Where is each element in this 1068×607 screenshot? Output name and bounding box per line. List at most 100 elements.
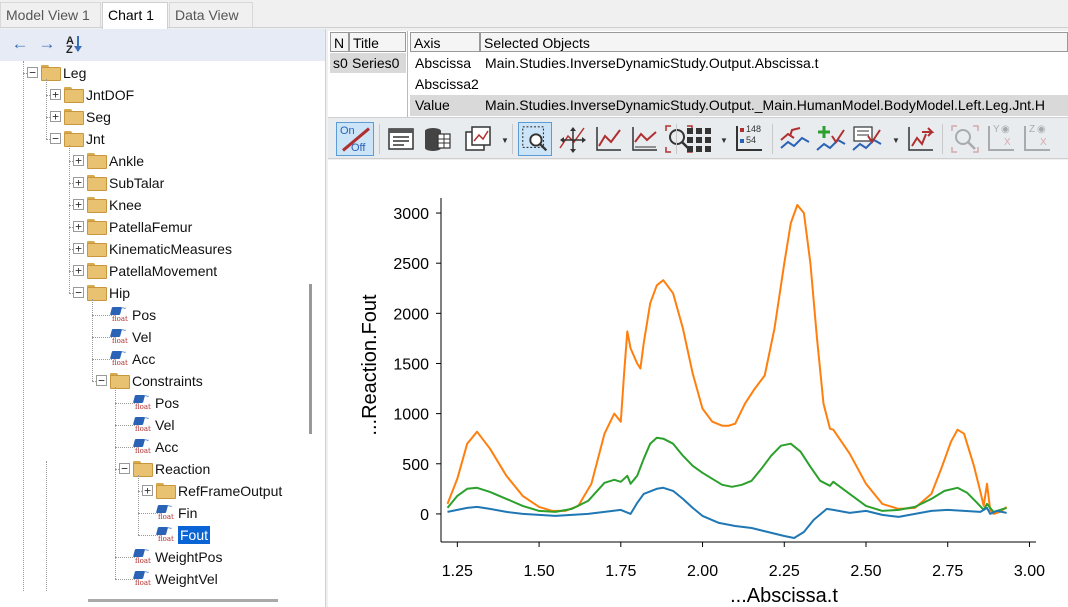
tree-node-label[interactable]: Seg xyxy=(86,109,111,125)
series-header-title[interactable]: Title xyxy=(349,32,406,52)
zoom-box-icon[interactable] xyxy=(518,122,552,156)
tree-node[interactable]: − Leg xyxy=(0,62,310,84)
tree-node[interactable]: ~ float WeightPos xyxy=(0,545,310,568)
series-row-n[interactable]: s0 xyxy=(333,55,348,71)
axis-row-value-object[interactable]: Main.Studies.InverseDynamicStudy.Output.… xyxy=(485,97,1046,113)
tree-node-label[interactable]: Vel xyxy=(132,329,152,345)
axis-row-abscissa[interactable]: Abscissa xyxy=(415,55,472,71)
collapse-icon[interactable]: − xyxy=(73,287,84,298)
tree-node-label[interactable]: Hip xyxy=(109,285,131,301)
tree-node[interactable]: + KinematicMeasures xyxy=(0,238,310,260)
axis-row-abscissa-object[interactable]: Main.Studies.InverseDynamicStudy.Output.… xyxy=(485,55,819,71)
chart-type-icon[interactable] xyxy=(462,122,496,156)
tree-node[interactable]: ~ float Acc xyxy=(0,347,310,370)
tab-model-view-1[interactable]: Model View 1 xyxy=(0,2,101,27)
properties-icon[interactable] xyxy=(384,122,418,156)
tree-node-label[interactable]: Fout xyxy=(178,526,211,544)
arrow-right-icon[interactable]: → xyxy=(38,34,56,53)
series-edit-icon[interactable] xyxy=(778,122,812,156)
tree-node[interactable]: − Hip xyxy=(0,282,310,304)
tree-node-label[interactable]: Ankle xyxy=(109,153,145,169)
series-row-title[interactable]: Series0 xyxy=(352,55,400,71)
axis-header-selected-objects[interactable]: Selected Objects xyxy=(480,32,1068,52)
tree-node-label[interactable]: Acc xyxy=(132,351,156,367)
sort-az-icon[interactable]: A Z xyxy=(64,34,88,56)
tree-node-label[interactable]: Knee xyxy=(109,197,142,213)
series-header-n[interactable]: N xyxy=(330,32,349,52)
tree-horizontal-scrollbar[interactable] xyxy=(88,599,278,602)
tree-node[interactable]: ~ float WeightVel xyxy=(0,567,310,590)
tree-node[interactable]: ~ float Fout xyxy=(0,523,310,546)
series-style-icon[interactable] xyxy=(850,122,884,156)
tree-node[interactable]: + SubTalar xyxy=(0,172,310,194)
tree-node-label[interactable]: JntDOF xyxy=(86,87,135,103)
tree-node[interactable]: ~ float Vel xyxy=(0,413,310,436)
tree-node-label[interactable]: Leg xyxy=(63,65,87,81)
tree-node[interactable]: ~ float Acc xyxy=(0,435,310,458)
expand-icon[interactable]: + xyxy=(73,243,84,254)
fit-icon[interactable] xyxy=(628,122,662,156)
tree-node-label[interactable]: PatellaMovement xyxy=(109,263,218,279)
z-axis-view-icon[interactable]: Z ◉ X xyxy=(1020,122,1054,156)
tree-node[interactable]: − Constraints xyxy=(0,370,310,392)
collapse-icon[interactable]: − xyxy=(96,375,107,386)
tree-node-label[interactable]: WeightVel xyxy=(155,571,218,587)
expand-icon[interactable]: + xyxy=(50,89,61,100)
tree-node[interactable]: + Ankle xyxy=(0,150,310,172)
zoom-disabled-icon[interactable] xyxy=(948,122,982,156)
tree-node[interactable]: − Reaction xyxy=(0,458,310,480)
tree-node[interactable]: + JntDOF xyxy=(0,84,310,106)
expand-icon[interactable]: + xyxy=(142,485,153,496)
arrow-left-icon[interactable]: ← xyxy=(11,34,29,53)
tree-node-label[interactable]: SubTalar xyxy=(109,175,165,191)
on-off-toggle[interactable]: On Off xyxy=(336,122,374,156)
expand-icon[interactable]: + xyxy=(73,177,84,188)
tree-node[interactable]: ~ float Vel xyxy=(0,325,310,348)
tree-node[interactable]: + Knee xyxy=(0,194,310,216)
tree-node-label[interactable]: Reaction xyxy=(155,461,211,477)
collapse-icon[interactable]: − xyxy=(27,67,38,78)
tree-node-label[interactable]: Pos xyxy=(132,307,157,323)
tab-data-view[interactable]: Data View xyxy=(169,2,253,27)
series-style-dropdown-icon[interactable]: ▼ xyxy=(892,136,900,145)
tree-node[interactable]: + RefFrameOutput xyxy=(0,480,310,502)
pan-icon[interactable] xyxy=(556,122,590,156)
tree-node-label[interactable]: Acc xyxy=(155,439,179,455)
chart-plot-area[interactable]: 0 500 1000 1500 2000 2500 3000 1.25 1.50 1.75 2.00… xyxy=(328,160,1068,607)
tree-node-label[interactable]: Jnt xyxy=(86,131,105,147)
tree-node-label[interactable]: Vel xyxy=(155,417,175,433)
export-icon[interactable] xyxy=(904,122,938,156)
axis-row-abscissa2[interactable]: Abscissa2 xyxy=(415,76,479,92)
tree-node-label[interactable]: Fin xyxy=(178,505,198,521)
expand-icon[interactable]: + xyxy=(73,221,84,232)
add-series-icon[interactable] xyxy=(814,122,848,156)
line-chart[interactable]: 0 500 1000 1500 2000 2500 3000 1.25 1.50 1.75 2.00… xyxy=(328,160,1068,607)
collapse-icon[interactable]: − xyxy=(119,463,130,474)
tab-chart-1[interactable]: Chart 1 xyxy=(102,2,168,29)
tree-node-label[interactable]: KinematicMeasures xyxy=(109,241,232,257)
chart-type-dropdown-icon[interactable]: ▼ xyxy=(501,136,509,145)
tree-node-label[interactable]: Constraints xyxy=(132,373,203,389)
tree-node-label[interactable]: WeightPos xyxy=(155,549,223,565)
collapse-icon[interactable]: − xyxy=(50,133,61,144)
expand-icon[interactable]: + xyxy=(50,111,61,122)
auto-scale-icon[interactable] xyxy=(592,122,626,156)
tree-node[interactable]: ~ float Pos xyxy=(0,391,310,414)
tree-node[interactable]: − Jnt xyxy=(0,128,310,150)
tree-node-label[interactable]: RefFrameOutput xyxy=(178,483,283,499)
axis-row-value[interactable]: Value xyxy=(415,97,450,113)
grid-dropdown-icon[interactable]: ▼ xyxy=(720,136,728,145)
tree-node[interactable]: ~ float Pos xyxy=(0,303,310,326)
database-icon[interactable] xyxy=(420,122,454,156)
expand-icon[interactable]: + xyxy=(73,265,84,276)
expand-icon[interactable]: + xyxy=(73,155,84,166)
tree-node[interactable]: ~ float Fin xyxy=(0,501,310,524)
data-labels-icon[interactable]: 148 54 xyxy=(732,122,766,156)
tree-node[interactable]: + PatellaFemur xyxy=(0,216,310,238)
tree-vertical-scrollbar[interactable] xyxy=(309,284,312,434)
y-axis-view-icon[interactable]: Y ◉ X xyxy=(984,122,1018,156)
tree-node-label[interactable]: Pos xyxy=(155,395,180,411)
tree-node[interactable]: + Seg xyxy=(0,106,310,128)
expand-icon[interactable]: + xyxy=(73,199,84,210)
grid-icon[interactable] xyxy=(682,122,716,156)
